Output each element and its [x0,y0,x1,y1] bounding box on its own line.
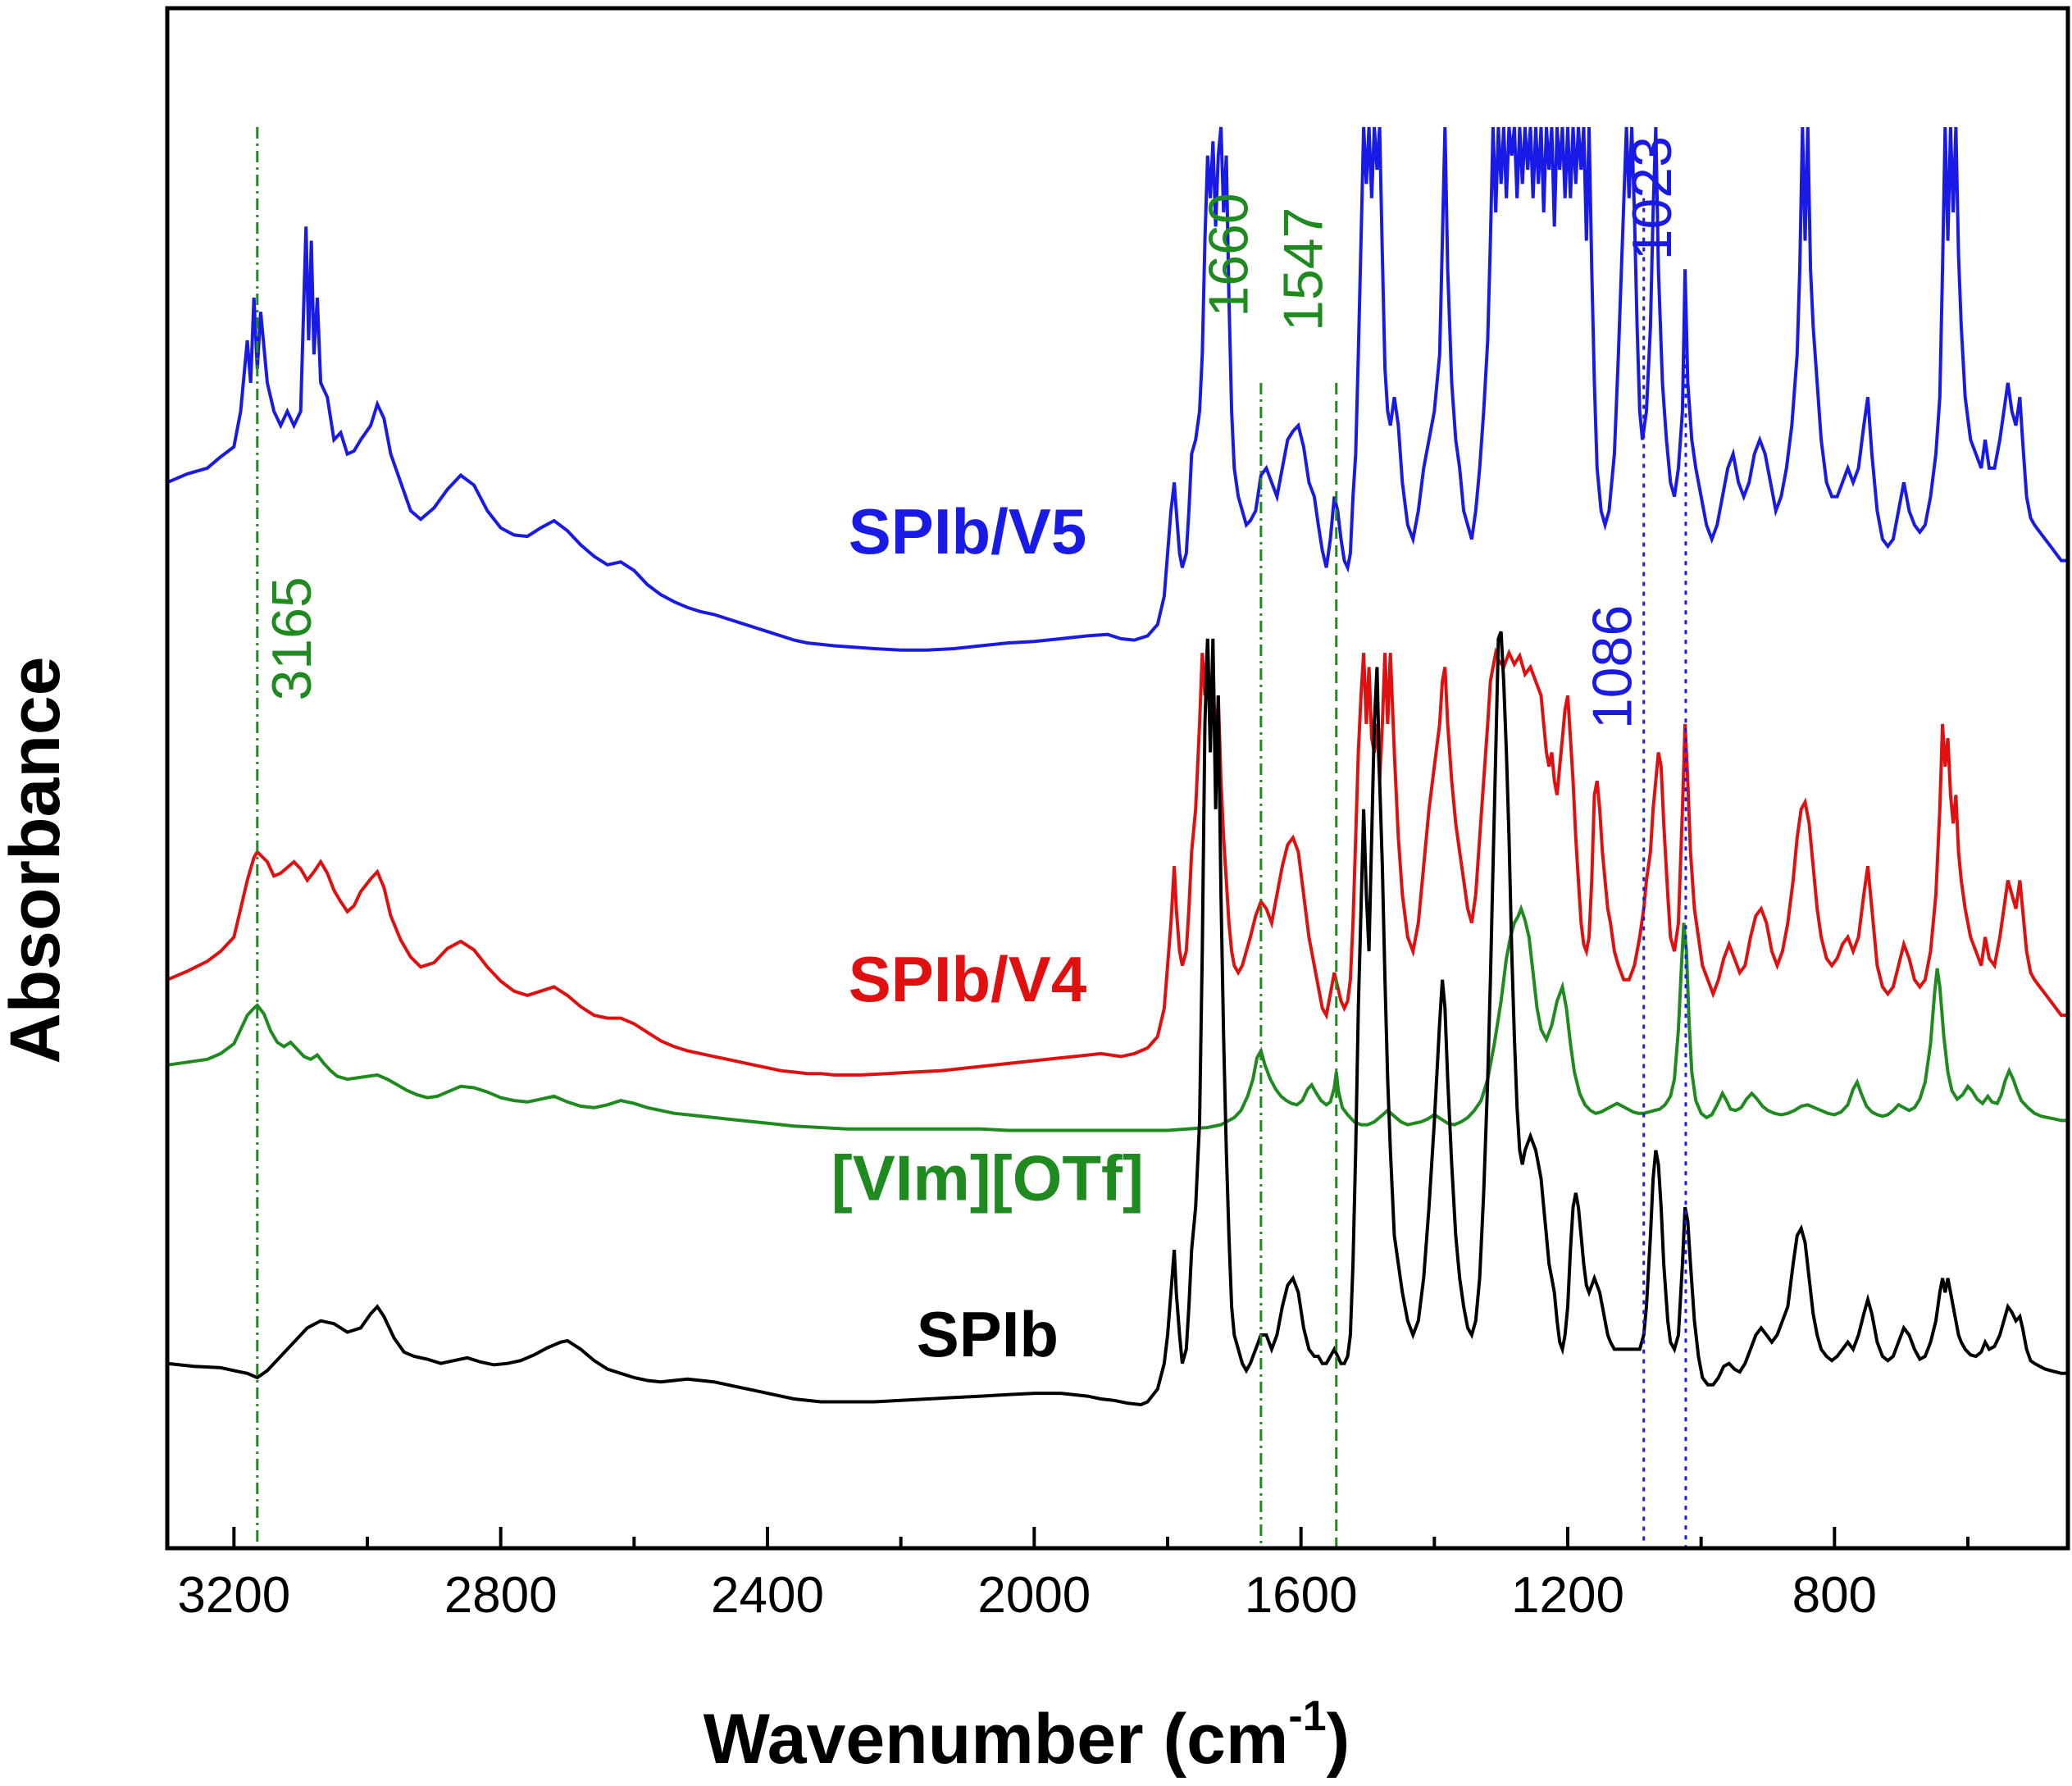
x-tick-label-2000: 2000 [977,1567,1091,1624]
peak-label-1086: 1086 [1581,605,1643,729]
labels-layer: 3165 1660 1547 1086 1023 SPIb/V5 SPIb/V4 [VIm][… [261,136,1683,1370]
series-label-spib-v4: SPIb/V4 [849,943,1086,1015]
reference-lines-layer [256,127,1687,1548]
x-ticks: 3200 2800 2400 2000 1600 1200 800 [177,1527,1970,1624]
series-line-vim-otf [166,904,2068,1132]
x-axis-title: Wavenumber (cm-1) [704,1693,1350,1779]
x-tick-label-1200: 1200 [1511,1567,1624,1624]
y-axis-title: Absorbance [0,656,75,1064]
plot-frame [165,6,2070,1551]
x-axis-title-main: Wavenumber (cm [704,1700,1289,1779]
peak-label-3165: 3165 [261,576,323,700]
x-tick-label-800: 800 [1792,1567,1877,1624]
series-label-spib-v5: SPIb/V5 [849,495,1086,567]
series-line-spib [166,631,2068,1407]
series-label-vim-otf: [VIm][OTf] [831,1141,1144,1214]
series-line-spib-v4 [166,638,2068,1077]
x-axis-title-superscript: -1 [1288,1693,1326,1740]
series-line-spib-v5 [166,126,2068,652]
series-label-spib: SPIb [917,1298,1059,1370]
x-tick-label-2800: 2800 [444,1567,558,1624]
peak-label-1660: 1660 [1198,193,1260,317]
x-tick-label-2400: 2400 [711,1567,824,1624]
peak-label-1023: 1023 [1621,136,1683,260]
x-tick-label-1600: 1600 [1245,1567,1358,1624]
x-axis-title-close: ) [1327,1700,1350,1779]
peak-label-1547: 1547 [1273,207,1335,331]
series-layer [166,126,2068,1407]
x-tick-label-3200: 3200 [177,1567,290,1624]
